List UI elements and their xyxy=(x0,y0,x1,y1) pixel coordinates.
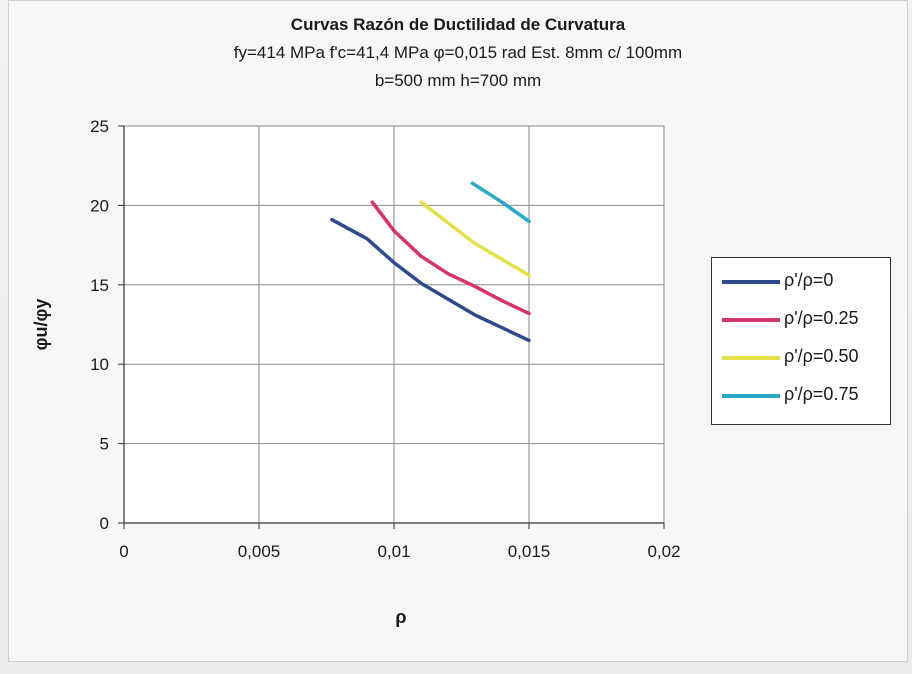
grid-lines xyxy=(118,125,665,529)
legend-item: ρ'/ρ=0.25 xyxy=(720,306,890,334)
x-tick-label: 0 xyxy=(119,542,128,561)
legend-item: ρ'/ρ=0.50 xyxy=(720,344,890,372)
chart-subtitle-line-1: fy=414 MPa f'c=41,4 MPa φ=0,015 rad Est.… xyxy=(233,43,683,62)
x-tick-labels: 0 0,005 0,01 0,015 0,02 xyxy=(119,542,680,561)
series-lines xyxy=(330,181,531,343)
series-line-1 xyxy=(330,217,531,343)
y-tick-label: 20 xyxy=(90,196,109,215)
chart-plot: 0 0,005 0,01 0,015 0,02 0 5 10 15 20 25 ρ φu/φy xyxy=(31,117,681,627)
series-line-2 xyxy=(370,200,531,316)
legend-item: ρ'/ρ=0.75 xyxy=(720,382,890,410)
y-tick-label: 10 xyxy=(90,355,109,374)
y-tick-label: 25 xyxy=(90,117,109,136)
chart-frame: Curvas Razón de Ductilidad de Curvatura … xyxy=(8,0,908,662)
chart-subtitle-line-2: b=500 mm h=700 mm xyxy=(374,71,542,90)
legend-item: ρ'/ρ=0 xyxy=(720,268,890,296)
legend-swatch xyxy=(722,280,780,284)
legend: ρ'/ρ=0 ρ'/ρ=0.25 ρ'/ρ=0.50 ρ'/ρ=0.75 xyxy=(711,257,891,425)
x-tick-label: 0,02 xyxy=(647,542,680,561)
x-tick-label: 0,015 xyxy=(508,542,551,561)
series-line-4 xyxy=(470,181,531,224)
legend-label: ρ'/ρ=0.50 xyxy=(784,346,859,366)
series-line-3 xyxy=(419,200,531,278)
legend-label: ρ'/ρ=0.25 xyxy=(784,308,859,328)
x-axis-title: ρ xyxy=(395,607,406,627)
y-tick-label: 15 xyxy=(90,276,109,295)
legend-label: ρ'/ρ=0.75 xyxy=(784,384,859,404)
x-tick-label: 0,005 xyxy=(238,542,281,561)
chart-title: Curvas Razón de Ductilidad de Curvatura xyxy=(290,15,626,34)
legend-label: ρ'/ρ=0 xyxy=(784,270,834,290)
y-axis-title: φu/φy xyxy=(31,299,51,351)
y-tick-label: 5 xyxy=(100,435,109,454)
y-tick-label: 0 xyxy=(100,514,109,533)
x-tick-label: 0,01 xyxy=(377,542,410,561)
legend-swatch xyxy=(722,394,780,398)
legend-swatch xyxy=(722,318,780,322)
y-tick-labels: 0 5 10 15 20 25 xyxy=(90,117,109,533)
legend-swatch xyxy=(722,356,780,360)
